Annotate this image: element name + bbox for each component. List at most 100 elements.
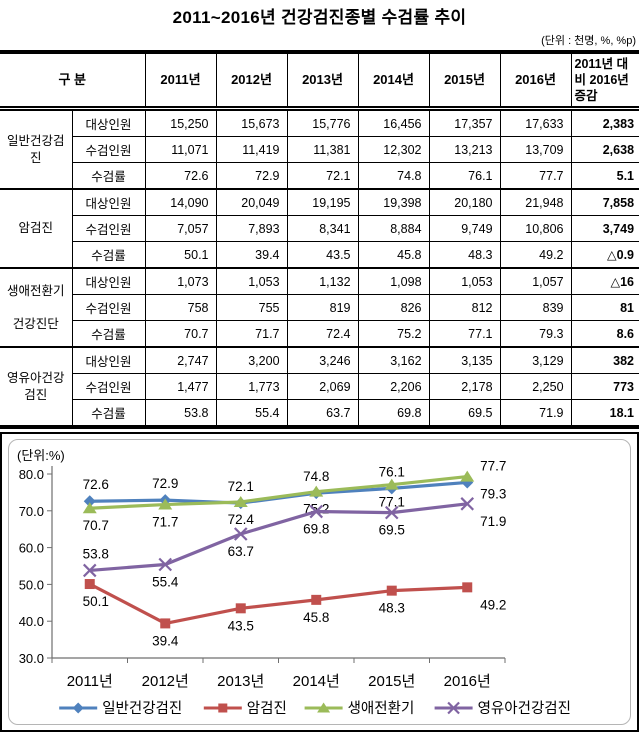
table-cell: 48.3	[428, 241, 501, 269]
legend-label: 일반건강검진	[102, 700, 182, 717]
square-marker	[160, 618, 171, 629]
row-sub-label: 대상인원	[71, 267, 146, 295]
table-cell: 79.3	[499, 320, 572, 348]
table-cell: 1,477	[144, 373, 217, 400]
trend-chart-panel: (단위:%) 80.0 70.0 60.0 50.0 40.0 30.0 2011년 2012년…	[8, 439, 631, 725]
table-cell: 17,357	[428, 108, 501, 137]
table-cell: 12,302	[357, 136, 430, 163]
trend-chart-frame: (단위:%) 80.0 70.0 60.0 50.0 40.0 30.0 2011년 2012년…	[0, 432, 639, 732]
table-row: 수검률 50.1 39.4 43.5 45.8 48.3 49.2 △0.9	[0, 241, 639, 269]
table-cell: 72.1	[286, 162, 359, 190]
table-cell: 2,250	[499, 373, 572, 400]
row-sub-label: 수검률	[72, 241, 146, 269]
col-header-2013: 2013년	[286, 51, 359, 111]
x-marker	[158, 557, 173, 572]
table-cell: 11,381	[286, 136, 359, 163]
chart-series-line	[89, 474, 468, 510]
change-cell: 18.1	[570, 399, 639, 428]
table-cell: 8,341	[286, 215, 359, 242]
table-row: 수검인원 758 755 819 826 812 839 81	[0, 294, 639, 321]
table-cell: 77.7	[499, 162, 572, 190]
table-cell: 16,456	[357, 108, 430, 137]
table-cell: 1,773	[215, 373, 288, 400]
table-cell: 20,180	[428, 188, 501, 216]
change-cell: 382	[570, 346, 639, 374]
change-cell: 5.1	[570, 162, 639, 190]
square-marker	[311, 594, 322, 605]
table-row: 영유아건강 검진 대상인원 2,747 3,200 3,246 3,162 3,135 3,1…	[0, 346, 639, 428]
row-group-label: 암검진	[0, 188, 73, 269]
table-cell: 839	[499, 294, 572, 321]
chart-data-label: 72.9	[152, 476, 178, 491]
table-cell: 2,747	[144, 346, 217, 374]
chart-data-label: 71.7	[152, 515, 178, 530]
col-header-2014: 2014년	[357, 51, 430, 111]
chart-data-label: 77.1	[379, 495, 405, 510]
x-marker	[82, 563, 97, 578]
col-header-2016: 2016년	[499, 51, 572, 111]
row-group-label: 일반건강검 진	[0, 108, 73, 190]
square-marker	[386, 585, 397, 596]
table-row: 수검인원 1,477 1,773 2,069 2,206 2,178 2,250 773	[0, 373, 639, 400]
table-cell: 758	[144, 294, 217, 321]
table-cell: 1,132	[286, 267, 359, 295]
row-sub-label: 대상인원	[71, 346, 146, 374]
table-cell: 812	[428, 294, 501, 321]
table-cell: 1,098	[357, 267, 430, 295]
chart-data-label: 70.7	[83, 518, 109, 533]
chart-data-label: 77.7	[480, 458, 506, 473]
change-cell: 773	[570, 373, 639, 400]
x-marker	[460, 497, 475, 511]
chart-data-label: 79.3	[480, 487, 506, 502]
table-cell: 77.1	[428, 320, 501, 348]
table-cell: 10,806	[499, 215, 572, 242]
chart-data-label: 43.5	[228, 618, 254, 633]
col-header-2011: 2011년	[144, 51, 217, 111]
chart-data-label: 63.7	[228, 544, 254, 559]
table-cell: 3,162	[357, 346, 430, 374]
chart-data-label: 72.6	[83, 477, 109, 492]
table-cell: 11,419	[215, 136, 288, 163]
row-sub-label: 수검률	[72, 399, 146, 428]
row-sub-label: 수검률	[72, 320, 146, 348]
table-cell: 55.4	[215, 399, 288, 428]
change-cell: 2,383	[570, 108, 639, 137]
x-axis-tick-label: 2011년	[67, 673, 113, 690]
table-cell: 2,069	[286, 373, 359, 400]
x-axis-tick-label: 2013년	[217, 673, 264, 690]
table-cell: 70.7	[144, 320, 217, 348]
table-cell: 3,246	[286, 346, 359, 374]
change-cell: 2,638	[570, 136, 639, 163]
trend-line-chart: (단위:%) 80.0 70.0 60.0 50.0 40.0 30.0 2011년 2012년…	[17, 448, 571, 717]
square-marker	[462, 582, 473, 593]
x-marker	[309, 504, 324, 519]
table-cell: 39.4	[215, 241, 288, 269]
row-sub-label: 수검인원	[72, 294, 146, 321]
row-group-label: 영유아건강 검진	[0, 346, 73, 428]
square-marker	[218, 703, 228, 713]
table-cell: 8,884	[357, 215, 430, 242]
row-sub-label: 대상인원	[71, 108, 146, 137]
y-axis-tick-label: 50.0	[19, 577, 44, 592]
legend-item: 암검진	[203, 700, 287, 717]
table-cell: 15,673	[215, 108, 288, 137]
chart-data-label: 48.3	[379, 601, 405, 616]
table-cell: 819	[286, 294, 359, 321]
diamond-marker	[83, 495, 96, 508]
table-row: 수검률 53.8 55.4 63.7 69.8 69.5 71.9 18.1	[0, 399, 639, 428]
chart-data-label: 50.1	[83, 594, 109, 609]
table-cell: 72.9	[215, 162, 288, 190]
chart-data-label: 69.5	[379, 523, 405, 538]
row-group-label: 생애전환기 건강진단	[0, 267, 73, 348]
table-row: 암검진 대상인원 14,090 20,049 19,195 19,398 20,180 21,…	[0, 188, 639, 269]
square-marker	[84, 579, 95, 590]
x-marker	[233, 527, 248, 541]
legend-label: 영유아건강검진	[478, 700, 571, 717]
table-cell: 1,057	[499, 267, 572, 295]
y-axis-tick-label: 70.0	[19, 504, 44, 519]
row-sub-label: 수검인원	[72, 136, 146, 163]
table-cell: 71.9	[499, 399, 572, 428]
chart-data-label: 39.4	[152, 633, 179, 648]
table-cell: 3,129	[499, 346, 572, 374]
table-cell: 17,633	[499, 108, 572, 137]
